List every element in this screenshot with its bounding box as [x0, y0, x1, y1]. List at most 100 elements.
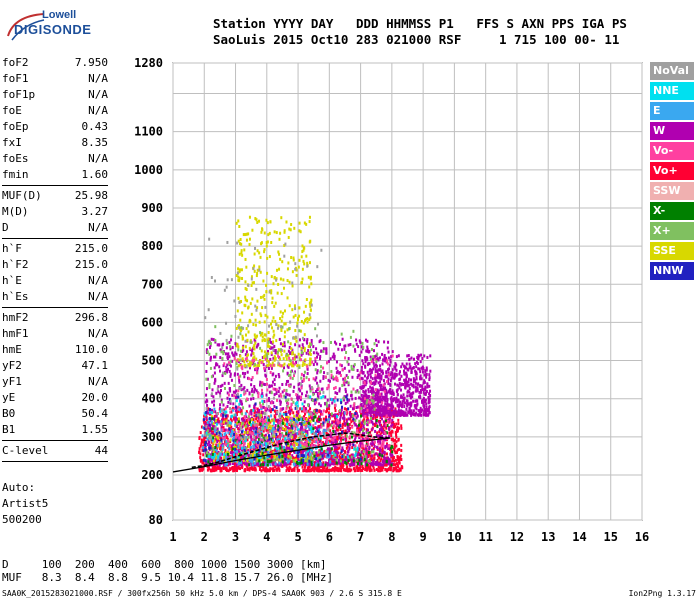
echo-point [244, 287, 247, 291]
param-name: yF1 [2, 375, 22, 388]
echo-point [338, 467, 341, 471]
echo-point [383, 412, 386, 416]
echo-point [392, 424, 395, 428]
echo-point [272, 419, 275, 423]
echo-point [288, 447, 291, 451]
echo-point [303, 448, 306, 452]
echo-point [334, 438, 337, 442]
echo-point [389, 391, 392, 395]
echo-point [224, 352, 227, 356]
echo-point [315, 451, 318, 455]
echo-point [363, 422, 366, 426]
echo-point [420, 353, 423, 357]
echo-point [374, 367, 377, 371]
echo-point [302, 374, 305, 378]
param-row: hmF2 296.8 [2, 310, 108, 326]
echo-point [267, 360, 270, 364]
echo-point [301, 267, 304, 271]
echo-point [272, 356, 275, 360]
echo-point [226, 421, 229, 425]
note-artist: Artist5 [2, 497, 49, 510]
echo-point [342, 413, 345, 417]
echo-point [259, 415, 262, 419]
echo-point [343, 383, 346, 387]
echo-point [270, 351, 273, 355]
echo-point [286, 426, 289, 430]
echo-point [336, 468, 339, 472]
echo-point [363, 418, 366, 422]
echo-point [394, 430, 397, 434]
echo-point [219, 391, 222, 395]
echo-point [222, 403, 225, 407]
echo-point [221, 419, 224, 423]
echo-point [382, 463, 385, 467]
echo-point [232, 436, 235, 440]
echo-point [241, 349, 244, 353]
echo-point [206, 427, 209, 431]
echo-point [283, 335, 286, 339]
echo-point [370, 347, 373, 351]
echo-point [367, 428, 370, 432]
echo-point [359, 441, 362, 445]
echo-point [208, 352, 211, 356]
echo-point [391, 375, 394, 379]
echo-point [404, 386, 407, 390]
echo-point [251, 351, 254, 355]
echo-point [323, 371, 326, 375]
echo-point [295, 273, 298, 277]
echo-point [276, 350, 279, 354]
echo-point [307, 440, 310, 444]
echo-point [298, 306, 301, 310]
echo-point [267, 340, 270, 344]
echo-point [229, 345, 232, 349]
echo-point [376, 352, 379, 356]
echo-point [337, 423, 340, 427]
echo-point [377, 453, 380, 457]
echo-point [414, 403, 417, 407]
echo-point [281, 464, 284, 468]
echo-point [244, 280, 247, 284]
echo-point [298, 395, 301, 399]
echo-point [283, 366, 286, 370]
echo-point [283, 460, 286, 464]
echo-point [229, 428, 232, 432]
echo-point [255, 274, 258, 278]
echo-point [354, 349, 357, 353]
echo-point [219, 348, 222, 352]
echo-point [218, 463, 221, 467]
echo-point [290, 223, 293, 227]
echo-point [292, 459, 295, 463]
echo-point [250, 378, 253, 382]
echo-point [273, 458, 276, 462]
echo-point [352, 344, 355, 348]
echo-point [303, 415, 306, 419]
echo-point [316, 426, 319, 430]
echo-point [262, 382, 265, 386]
echo-point [311, 438, 314, 442]
echo-point [235, 221, 238, 225]
echo-point [419, 396, 422, 400]
echo-point [375, 408, 378, 412]
echo-point [381, 369, 384, 373]
echo-point [249, 410, 252, 414]
echo-point [397, 398, 400, 402]
echo-point [258, 413, 261, 417]
echo-point [381, 395, 384, 399]
echo-point [206, 451, 209, 455]
echo-point [262, 468, 265, 472]
echo-point [248, 428, 251, 432]
echo-point [386, 404, 389, 408]
echo-point [208, 429, 211, 433]
echo-point [267, 426, 270, 430]
echo-point [331, 457, 334, 461]
echo-point [408, 387, 411, 391]
legend-item: NNW [650, 262, 694, 280]
echo-point [252, 447, 255, 451]
echo-point [362, 446, 365, 450]
echo-point [367, 455, 370, 459]
echo-point [247, 433, 250, 437]
echo-point [260, 349, 263, 353]
echo-point [273, 414, 276, 418]
echo-point [398, 386, 401, 390]
echo-point [272, 329, 275, 333]
